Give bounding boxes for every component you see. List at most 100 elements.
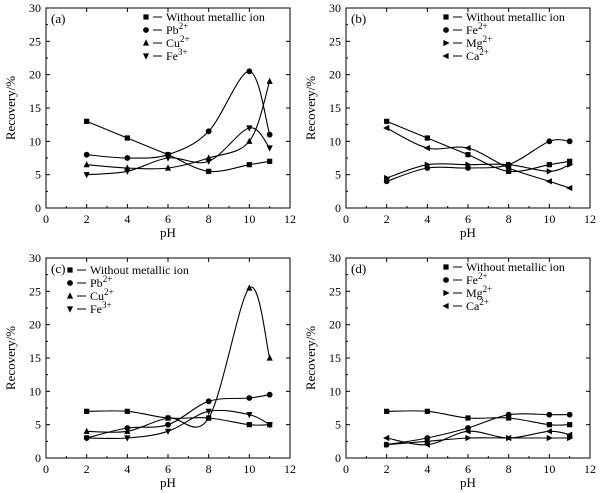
legend-ion-charge: 2+	[103, 274, 113, 284]
data-point	[83, 427, 90, 434]
panel-label: (c)	[51, 261, 65, 276]
legend-marker	[443, 277, 449, 283]
data-point	[205, 408, 212, 415]
series-line	[386, 127, 570, 189]
x-tick-label: 12	[284, 212, 296, 226]
x-tick-label: 2	[84, 462, 90, 476]
data-point	[545, 428, 552, 435]
data-point	[546, 168, 553, 175]
series-line	[86, 409, 270, 440]
legend-ion-charge: 2+	[479, 47, 489, 57]
series-line	[386, 410, 570, 426]
y-tick-label: 10	[329, 384, 341, 398]
series-line	[386, 139, 570, 182]
x-tick-label: 2	[84, 212, 90, 226]
legend-label: Without metallic ion	[466, 260, 565, 274]
data-point	[464, 428, 471, 435]
legend-ion-charge: 2+	[478, 21, 488, 31]
data-point	[266, 145, 273, 152]
x-tick-label: 2	[384, 212, 390, 226]
y-tick-label: 15	[329, 351, 341, 365]
data-point	[566, 411, 573, 418]
data-point	[566, 184, 573, 192]
data-point	[205, 414, 212, 421]
data-point	[164, 164, 172, 171]
y-tick-label: 0	[35, 451, 41, 465]
data-point	[205, 128, 212, 135]
data-point	[124, 427, 131, 434]
legend-ion-charge: 3+	[178, 47, 188, 57]
data-point	[546, 434, 553, 442]
y-axis-title: Recovery/%	[303, 76, 318, 140]
series-line	[86, 127, 271, 176]
chart-panel-b: 0 2 4 6 8 10 12 0 5 10 15 20 25 30 pH Recovery/% (b) With…	[303, 1, 596, 240]
data-point	[165, 421, 171, 428]
data-point	[205, 398, 212, 405]
y-tick-label: 30	[29, 251, 41, 265]
data-point	[266, 422, 273, 429]
data-point	[505, 164, 512, 172]
legend-marker	[443, 289, 450, 297]
legend-ion-charge: 3+	[102, 300, 112, 310]
data-point	[266, 391, 273, 398]
y-tick-label: 15	[29, 351, 41, 365]
y-tick-label: 30	[329, 1, 341, 15]
y-tick-label: 5	[35, 418, 41, 432]
chart-panel-d: 0 2 4 6 8 10 12 0 5 10 15 20 25 30 pH Recovery/% (d) With…	[303, 251, 596, 490]
y-axis-title: Recovery/%	[303, 326, 318, 390]
data-point	[84, 408, 90, 414]
data-point	[424, 438, 431, 445]
legend-label: Fe3+	[166, 47, 188, 63]
y-tick-label: 5	[335, 418, 341, 432]
data-point	[246, 412, 253, 419]
data-point	[464, 144, 471, 152]
data-point	[546, 162, 552, 168]
legend-marker	[67, 280, 73, 286]
data-point	[266, 131, 273, 138]
x-tick-label: 10	[243, 462, 255, 476]
data-point	[266, 77, 273, 84]
data-point	[465, 434, 472, 442]
legend-marker	[442, 52, 449, 60]
data-point	[164, 428, 172, 435]
data-point	[423, 144, 430, 152]
x-tick-label: 4	[124, 462, 130, 476]
data-point	[205, 158, 212, 165]
data-point	[384, 174, 391, 182]
data-point	[384, 441, 391, 448]
data-point	[83, 161, 90, 168]
legend-marker	[143, 14, 149, 20]
legend-ion-charge: 2+	[483, 284, 493, 294]
x-axis-title: pH	[160, 225, 176, 240]
data-point	[266, 354, 273, 361]
legend-ion-charge: 2+	[479, 297, 489, 307]
data-point	[505, 411, 512, 418]
legend-ion-charge: 2+	[104, 287, 114, 297]
data-point	[566, 138, 573, 145]
data-point	[124, 408, 130, 414]
legend-label: Ca2+	[466, 297, 489, 313]
data-point	[424, 135, 430, 141]
data-point	[545, 178, 552, 185]
data-point	[567, 158, 573, 164]
data-point	[84, 118, 90, 124]
x-tick-label: 12	[284, 462, 296, 476]
chart-panel-c: 0 2 4 6 8 10 12 0 5 10 15 20 25 30 pH Recovery/% (c) With…	[3, 251, 296, 490]
legend-marker	[443, 27, 449, 33]
legend-marker	[66, 292, 74, 299]
data-point	[546, 138, 553, 145]
legend-ion-charge: 2+	[180, 34, 190, 44]
y-tick-label: 0	[335, 201, 341, 215]
legend-ion-charge: 2+	[179, 21, 189, 31]
legend-marker	[443, 264, 449, 270]
legend-marker	[443, 14, 449, 20]
x-tick-label: 12	[584, 212, 596, 226]
data-point	[124, 168, 131, 175]
data-point	[383, 124, 390, 132]
data-point	[124, 155, 131, 161]
x-tick-label: 10	[543, 212, 555, 226]
x-tick-label: 4	[424, 212, 430, 226]
data-point	[383, 434, 390, 442]
x-tick-label: 2	[384, 462, 390, 476]
x-tick-label: 0	[343, 212, 349, 226]
